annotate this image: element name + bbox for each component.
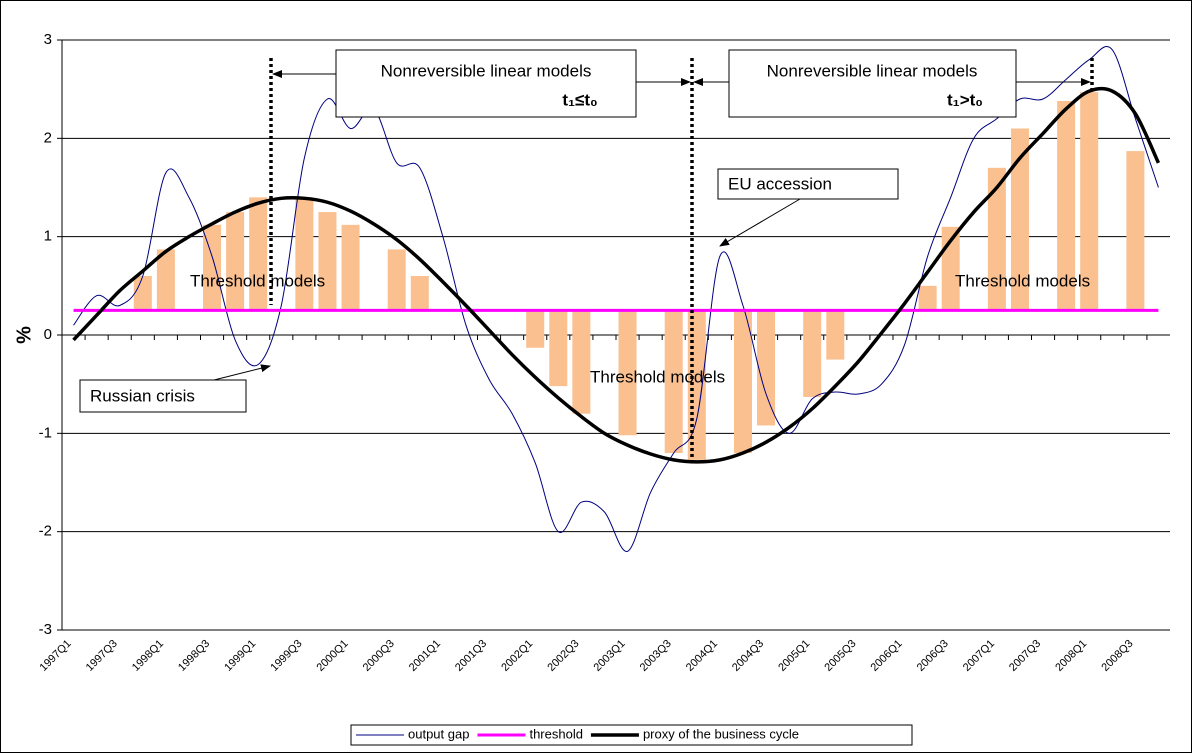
annotation: EU accession [728, 174, 832, 193]
bar [295, 197, 314, 311]
annotation: Threshold models [590, 367, 725, 386]
annotation: Russian crisis [90, 386, 195, 405]
annotation-layer: Nonreversible linear models t₁≤t₀ Nonrev… [13, 49, 1094, 462]
annotation: t₁>t₀ [947, 90, 983, 109]
y-tick-label: -3 [39, 621, 52, 638]
y-tick-label: -2 [39, 523, 52, 540]
arrow [209, 364, 271, 382]
bar [203, 224, 222, 311]
annotation-box [79, 379, 247, 413]
y-tick-label: 0 [44, 326, 52, 343]
annotation-box [717, 168, 899, 200]
bar [133, 276, 152, 311]
bar [733, 310, 752, 453]
y-tick-label: -1 [39, 424, 52, 441]
bar [1080, 92, 1099, 311]
bar [826, 310, 845, 360]
bar [572, 310, 591, 414]
bar [318, 212, 337, 311]
line [73, 46, 1159, 552]
bar [226, 212, 245, 311]
bar [387, 249, 406, 311]
bar [918, 285, 937, 311]
bar [664, 310, 683, 453]
bar [410, 276, 429, 311]
bar [987, 167, 1006, 311]
bar [156, 249, 175, 311]
y-tick-label: 1 [44, 228, 52, 245]
y-axis-label: % [13, 326, 35, 344]
y-tick-label: 2 [44, 129, 52, 146]
annotation: Nonreversible linear models [381, 61, 592, 80]
arrow [719, 198, 801, 247]
bar [549, 310, 568, 387]
y-tick-label: 3 [44, 31, 52, 48]
annotation: t₁≤t₀ [562, 90, 597, 109]
bar [803, 310, 822, 397]
annotation-box [335, 49, 637, 118]
annotation-box [728, 49, 1017, 118]
bar [757, 310, 776, 426]
bar [1126, 151, 1145, 311]
annotation: Threshold models [955, 271, 1090, 290]
legend-label: threshold [529, 726, 582, 741]
bar [249, 197, 268, 311]
bar [618, 310, 637, 436]
bar [1010, 128, 1029, 311]
bar [1057, 100, 1076, 311]
bar [341, 224, 360, 311]
line [72, 86, 1161, 464]
legend-label: output gap [408, 726, 469, 741]
annotation: Nonreversible linear models [767, 61, 978, 80]
bar [526, 310, 545, 348]
annotation: Threshold models [190, 271, 325, 290]
legend-label: proxy of the business cycle [643, 726, 799, 741]
